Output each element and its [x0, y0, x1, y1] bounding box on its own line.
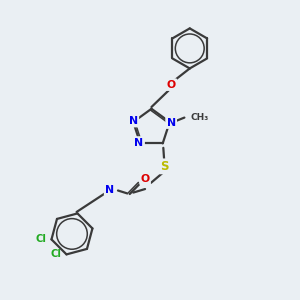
Text: O: O — [167, 80, 176, 90]
Text: Cl: Cl — [35, 234, 46, 244]
Text: O: O — [140, 174, 150, 184]
Text: H: H — [107, 185, 115, 194]
Text: Cl: Cl — [50, 249, 61, 260]
Text: CH₃: CH₃ — [191, 113, 209, 122]
Text: N: N — [129, 116, 138, 126]
Text: N: N — [134, 137, 144, 148]
Text: S: S — [160, 160, 168, 173]
Text: N: N — [105, 185, 114, 195]
Text: N: N — [167, 118, 176, 128]
